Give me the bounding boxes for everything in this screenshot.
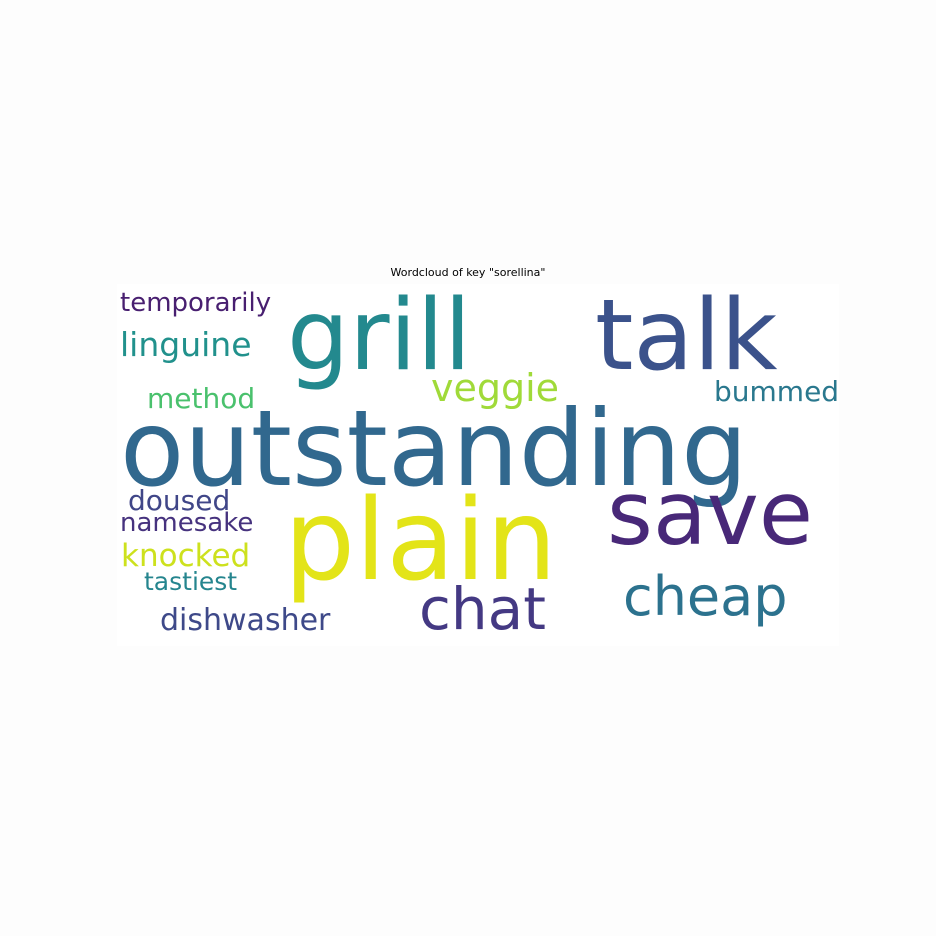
word-tastiest: tastiest [144, 567, 237, 596]
word-knocked: knocked [121, 538, 250, 574]
word-temporarily: temporarily [120, 288, 271, 318]
word-plain: plain [284, 476, 557, 606]
chart-title: Wordcloud of key "sorellina" [390, 266, 546, 279]
word-doused: doused [128, 484, 230, 517]
word-save: save [607, 462, 813, 565]
word-linguine: linguine [120, 325, 252, 364]
word-chat: chat [419, 575, 546, 643]
word-namesake: namesake [120, 508, 253, 538]
word-cheap: cheap [623, 565, 788, 628]
word-outstanding: outstanding [120, 388, 748, 510]
word-grill: grill [287, 284, 471, 393]
word-talk: talk [595, 284, 778, 393]
word-dishwasher: dishwasher [160, 603, 331, 638]
word-bummed: bummed [714, 375, 839, 408]
word-veggie: veggie [431, 366, 559, 410]
word-method: method [147, 382, 255, 415]
wordcloud-canvas: outstanding grill talk plain save chat cheap ve… [117, 284, 839, 646]
